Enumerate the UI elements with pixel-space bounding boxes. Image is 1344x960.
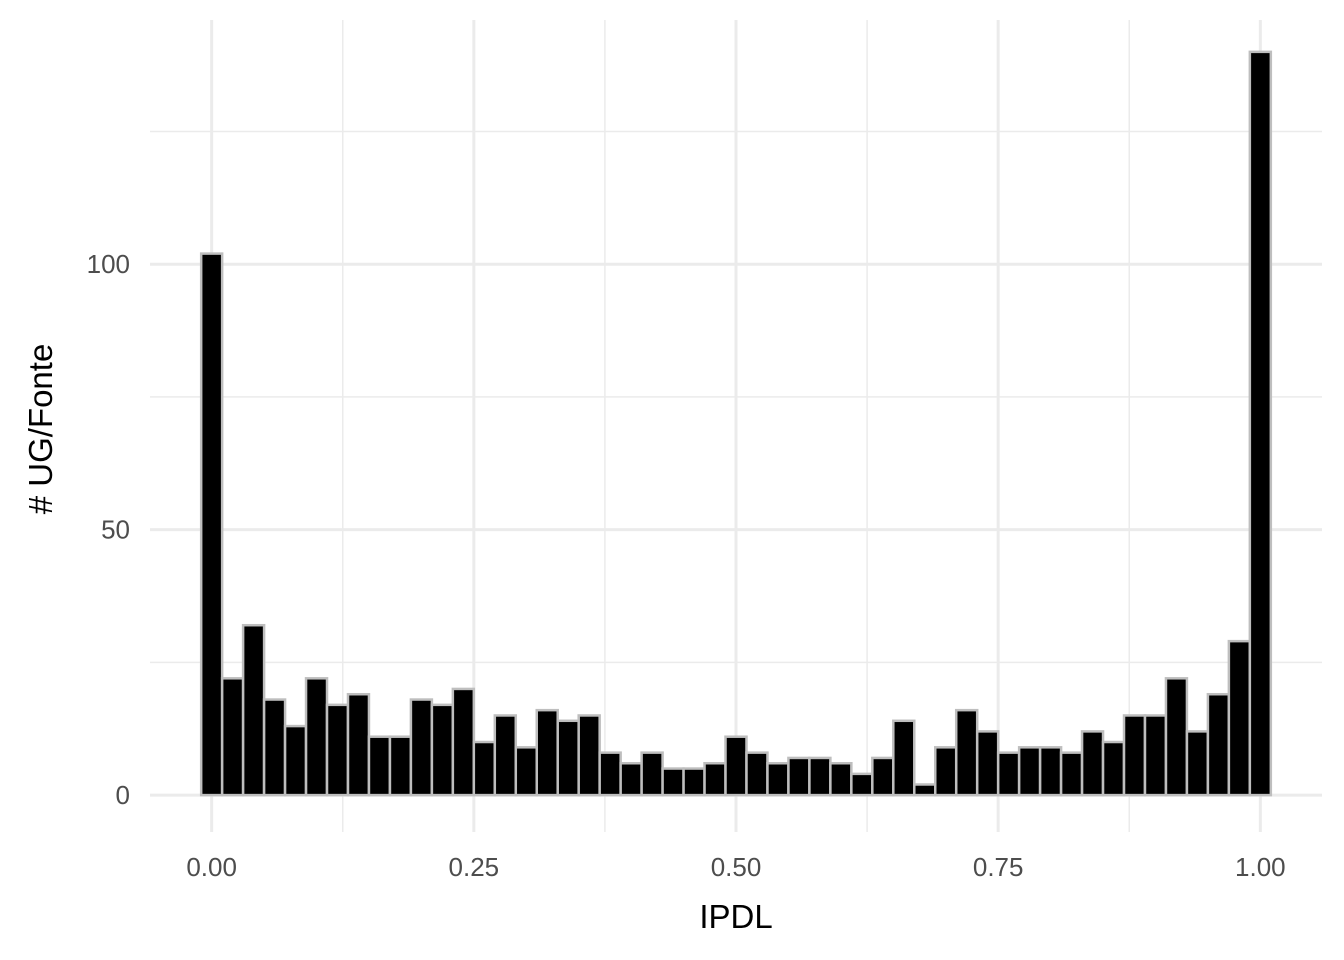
histogram-bar: [325, 703, 350, 797]
histogram-bar: [808, 756, 832, 797]
histogram-bar: [1080, 730, 1105, 797]
histogram-bar: [535, 708, 559, 797]
histogram-bar: [388, 735, 413, 797]
histogram-bar: [933, 746, 958, 797]
histogram-bar: [304, 677, 329, 797]
x-axis-title: IPDL: [699, 898, 772, 935]
histogram-bar: [1143, 714, 1168, 797]
histogram-bar: [514, 746, 539, 797]
histogram-bar: [556, 719, 580, 797]
y-tick-label: 0: [116, 780, 130, 810]
histogram-bar: [598, 751, 622, 797]
histogram-bar: [640, 751, 664, 797]
histogram-bar: [409, 698, 434, 797]
histogram-bar: [430, 703, 455, 797]
histogram-bar: [1164, 677, 1189, 797]
y-tick-label: 100: [87, 249, 130, 279]
histogram-bar: [220, 677, 245, 797]
histogram-bar: [367, 735, 392, 797]
histogram-bar: [766, 761, 790, 797]
histogram-bar: [619, 761, 643, 797]
histogram-bar: [1227, 639, 1252, 797]
histogram-bar: [1038, 746, 1063, 797]
histogram-bar: [724, 735, 748, 797]
histogram-bar: [1122, 714, 1147, 797]
x-tick-label: 0.00: [186, 852, 237, 882]
histogram-bar: [787, 756, 811, 797]
histogram-bar: [1059, 751, 1084, 797]
histogram-bars: [199, 50, 1273, 797]
histogram-bar: [1101, 740, 1126, 797]
histogram-bar: [661, 767, 685, 797]
histogram-bar: [850, 772, 874, 797]
y-axis-tick-labels: 0 50 100: [87, 249, 130, 810]
histogram-bar: [913, 783, 937, 797]
x-tick-label: 0.25: [449, 852, 500, 882]
x-axis-tick-labels: 0.00 0.25 0.50 0.75 1.00: [186, 852, 1285, 882]
x-tick-label: 0.75: [973, 852, 1024, 882]
histogram-bar: [892, 719, 916, 797]
histogram-bar: [283, 724, 308, 797]
histogram-bar: [472, 740, 497, 797]
histogram-bar: [996, 751, 1021, 797]
y-axis-title: # UG/Fonte: [22, 344, 59, 515]
histogram-bar: [1185, 730, 1210, 797]
histogram-bar: [199, 252, 224, 797]
histogram-bar: [241, 623, 266, 797]
histogram-bar: [871, 756, 895, 797]
histogram-bar: [451, 687, 476, 797]
histogram-bar: [1206, 692, 1231, 797]
x-tick-label: 1.00: [1235, 852, 1286, 882]
histogram-bar: [1017, 746, 1042, 797]
histogram-bar: [346, 692, 371, 797]
histogram-bar: [577, 714, 601, 797]
histogram-bar: [493, 714, 518, 797]
histogram-bar: [829, 761, 853, 797]
histogram-bar: [262, 698, 287, 797]
histogram-bar: [975, 730, 1000, 797]
histogram-bar: [954, 708, 979, 797]
histogram-bar: [745, 751, 769, 797]
y-tick-label: 50: [101, 515, 130, 545]
histogram-bar: [682, 767, 706, 797]
histogram-bar: [703, 761, 727, 797]
x-tick-label: 0.50: [711, 852, 762, 882]
histogram-bar: [1248, 50, 1273, 797]
